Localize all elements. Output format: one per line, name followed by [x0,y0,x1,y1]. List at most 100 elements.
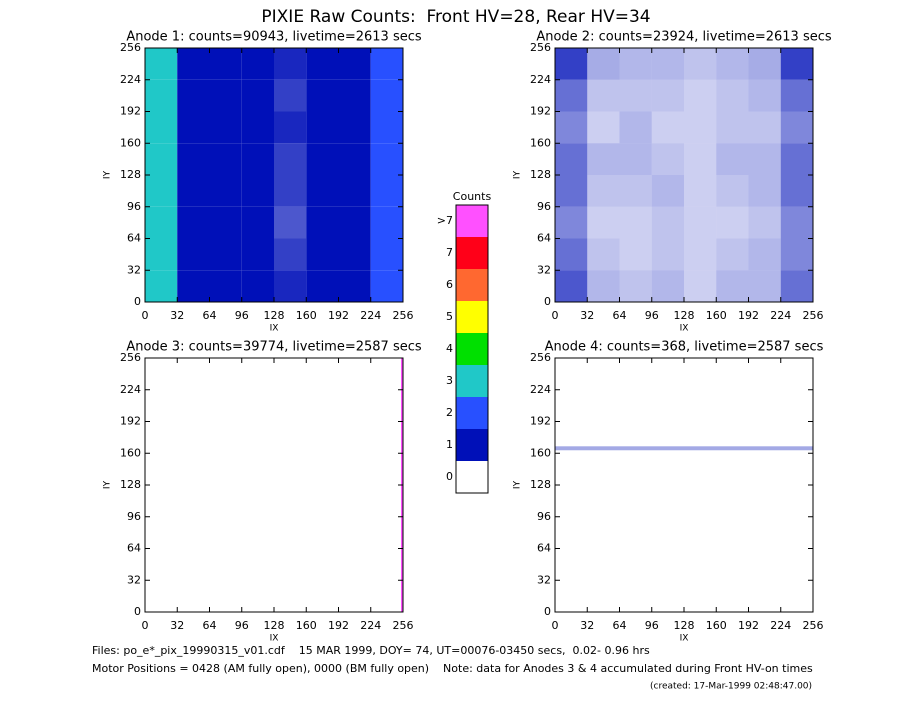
heat-cell [145,270,178,302]
x-tick-label: 224 [770,619,791,632]
heat-cell [241,175,274,207]
heat-cell [780,79,813,112]
heat-cell [748,48,781,80]
heat-cell [209,111,242,144]
heat-cell [780,238,813,271]
x-tick-label: 32 [170,619,184,632]
heat-cell [274,206,307,239]
y-tick-label: 64 [127,232,141,245]
y-tick-label: 160 [120,446,141,459]
x-tick-label: 192 [738,309,759,322]
heat-cell [780,270,813,302]
colorbar-label: 5 [446,310,453,323]
heat-cell [338,206,371,239]
y-tick-label: 224 [530,383,551,396]
heat-cell [555,111,588,144]
x-tick-label: 192 [738,619,759,632]
heat-cell [587,48,620,80]
x-tick-label: 96 [235,619,249,632]
y-tick-label: 128 [530,478,551,491]
heat-cell [145,175,178,207]
heat-cell [209,79,242,112]
heat-cell [587,206,620,239]
heat-cell [338,270,371,302]
x-axis-label: IX [270,634,279,644]
heat-cell [241,79,274,112]
heat-cell [619,48,652,80]
heat-cell [338,111,371,144]
heat-cell [748,270,781,302]
heat-cell [209,206,242,239]
x-tick-label: 32 [170,309,184,322]
heat-cell [338,48,371,80]
heat-cell [684,175,717,207]
heat-cell [651,175,684,207]
colorbar-frame [455,204,489,494]
heat-cell [748,143,781,175]
heat-cell [145,48,178,80]
heat-cell [716,206,749,239]
heat-cell [619,206,652,239]
heat-cell [780,206,813,239]
heat-cell [370,175,403,207]
heat-cell [555,175,588,207]
colorbar-swatch [456,269,488,301]
x-tick-label: 224 [360,619,381,632]
heat-cell [651,143,684,175]
x-tick-label: 224 [360,309,381,322]
x-tick-label: 0 [552,309,559,322]
x-tick-label: 96 [235,309,249,322]
plot-title: Anode 3: counts=39774, livetime=2587 sec… [126,340,422,355]
x-tick-label: 64 [613,619,627,632]
x-tick-label: 0 [142,619,149,632]
heat-cell [370,238,403,271]
heat-cell [145,238,178,271]
x-tick-label: 128 [264,309,285,322]
heat-cell [684,111,717,144]
heat-cell [587,143,620,175]
heat-cell [619,175,652,207]
colorbar-swatch [456,461,488,493]
heat-cell [241,143,274,175]
heat-cell [651,238,684,271]
heat-cell [716,270,749,302]
y-tick-label: 128 [120,478,141,491]
heat-cell [274,175,307,207]
heat-cell [748,79,781,112]
footer-files: Files: po_e*_pix_19990315_v01.cdf 15 MAR… [92,644,650,657]
heat-cell [209,238,242,271]
heat-cell [177,175,210,207]
heat-cell [651,111,684,144]
x-tick-label: 224 [770,309,791,322]
heat-cell [306,270,339,302]
heat-cell [274,270,307,302]
y-tick-label: 224 [120,383,141,396]
heat-cell [241,238,274,271]
heat-cell [555,446,813,451]
heat-cell [177,238,210,271]
y-tick-label: 64 [537,232,551,245]
heat-cell [145,79,178,112]
heat-cell [555,48,588,80]
colorbar-swatch [456,237,488,269]
heat-cell [145,143,178,175]
x-tick-label: 128 [674,309,695,322]
x-tick-label: 32 [580,309,594,322]
x-tick-label: 64 [613,309,627,322]
y-tick-label: 96 [127,200,141,213]
colorbar-label: 6 [446,278,453,291]
colorbar-swatch [456,205,488,237]
colorbar-label: 2 [446,406,453,419]
heat-cell [177,111,210,144]
heat-cell [619,79,652,112]
x-tick-label: 128 [264,619,285,632]
x-tick-label: 128 [674,619,695,632]
heat-cell [619,143,652,175]
y-tick-label: 224 [530,73,551,86]
heat-cell [209,175,242,207]
y-tick-label: 192 [120,105,141,118]
y-tick-label: 224 [120,73,141,86]
x-tick-label: 256 [803,309,824,322]
heat-cell [619,238,652,271]
x-tick-label: 96 [645,619,659,632]
